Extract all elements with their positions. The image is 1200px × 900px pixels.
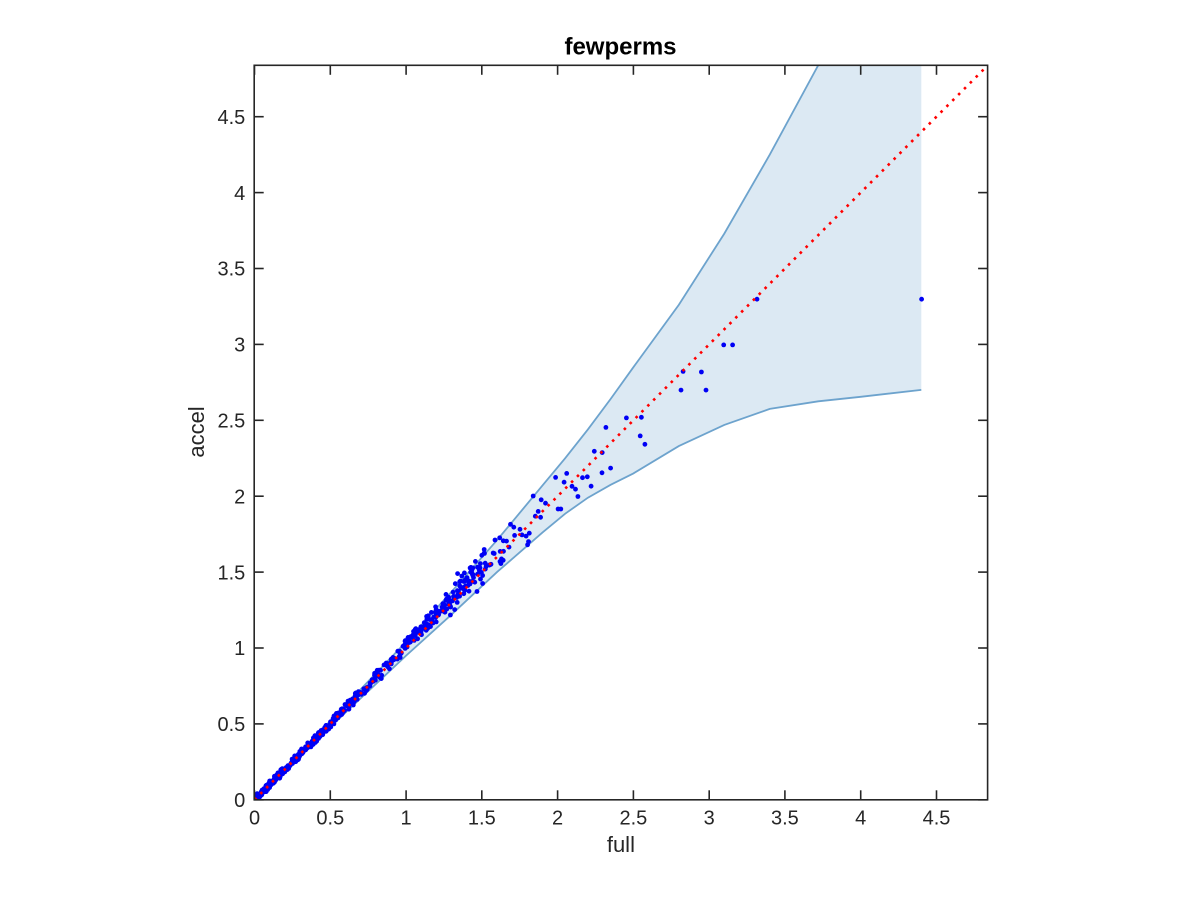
- svg-text:2: 2: [552, 808, 563, 830]
- svg-text:3.5: 3.5: [217, 259, 245, 281]
- svg-text:4.5: 4.5: [923, 808, 951, 830]
- svg-text:1.5: 1.5: [217, 562, 245, 584]
- svg-text:0: 0: [234, 790, 245, 812]
- svg-text:3: 3: [234, 335, 245, 357]
- svg-text:2: 2: [234, 486, 245, 508]
- svg-text:3.5: 3.5: [771, 808, 799, 830]
- svg-text:accel: accel: [184, 406, 209, 457]
- svg-text:1.5: 1.5: [468, 808, 496, 830]
- svg-text:2.5: 2.5: [217, 411, 245, 433]
- svg-text:4.5: 4.5: [217, 107, 245, 129]
- svg-text:1: 1: [401, 808, 412, 830]
- svg-text:4: 4: [234, 183, 245, 205]
- svg-text:fewperms: fewperms: [564, 34, 676, 61]
- svg-text:0: 0: [249, 808, 260, 830]
- svg-text:full: full: [607, 832, 635, 857]
- svg-text:1: 1: [234, 638, 245, 660]
- svg-text:3: 3: [704, 808, 715, 830]
- svg-text:0.5: 0.5: [217, 714, 245, 736]
- svg-text:4: 4: [855, 808, 866, 830]
- svg-text:0.5: 0.5: [316, 808, 344, 830]
- svg-text:2.5: 2.5: [619, 808, 647, 830]
